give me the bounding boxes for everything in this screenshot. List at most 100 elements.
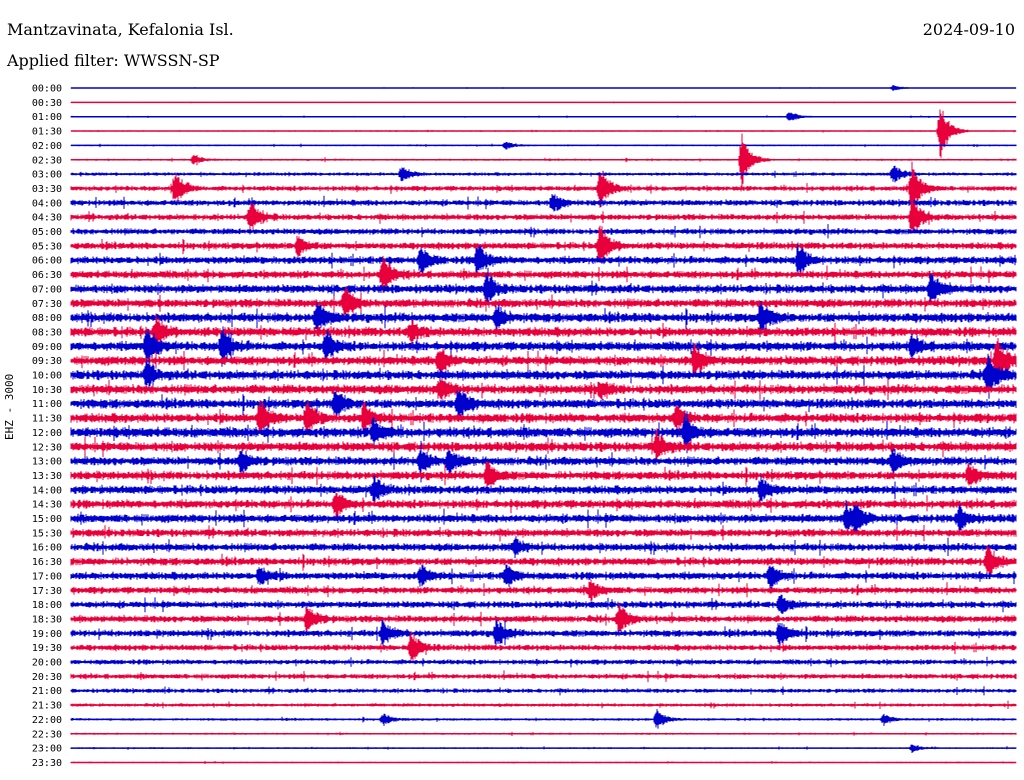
seismic-trace xyxy=(70,301,1017,338)
seismic-trace xyxy=(70,670,1017,683)
row-time-label: 09:00 xyxy=(32,342,62,353)
seismic-trace xyxy=(70,101,1017,104)
seismic-trace xyxy=(70,603,1017,633)
row-time-label: 14:00 xyxy=(32,485,62,496)
row-time-label: 18:30 xyxy=(32,614,62,625)
seismic-trace xyxy=(70,492,1017,518)
seismic-trace xyxy=(70,267,1017,305)
seismic-trace xyxy=(70,165,1017,183)
seismic-trace xyxy=(70,761,1017,764)
seismic-trace xyxy=(70,161,1017,213)
seismic-trace xyxy=(70,545,1017,578)
seismic-trace xyxy=(70,194,1017,212)
row-time-label: 19:00 xyxy=(32,629,62,640)
seismic-trace xyxy=(70,326,1017,368)
filter-label: Applied filter: WWSSN-SP xyxy=(7,51,220,70)
row-time-label: 12:00 xyxy=(32,428,62,439)
seismic-trace xyxy=(70,461,1017,488)
seismic-trace xyxy=(70,536,1017,559)
row-time-label: 13:00 xyxy=(32,457,62,468)
row-time-label: 18:00 xyxy=(32,600,62,611)
seismic-trace xyxy=(70,656,1017,668)
station-title: Mantzavinata, Kefalonia Isl. xyxy=(7,20,234,39)
row-time-label: 09:30 xyxy=(32,356,62,367)
row-time-label: 03:30 xyxy=(32,184,62,195)
row-time-label: 00:30 xyxy=(32,98,62,109)
row-time-label: 06:30 xyxy=(32,270,62,281)
seismic-trace xyxy=(70,620,1017,647)
seismic-trace xyxy=(70,313,1017,347)
row-time-label: 16:00 xyxy=(32,543,62,554)
seismic-trace xyxy=(70,440,1017,483)
seismic-trace xyxy=(70,475,1017,505)
seismic-trace xyxy=(70,142,1017,150)
seismic-trace xyxy=(70,390,1017,420)
seismic-trace xyxy=(70,731,1017,736)
row-time-label: 10:00 xyxy=(32,371,62,382)
row-time-label: 15:00 xyxy=(32,514,62,525)
row-time-label: 07:30 xyxy=(32,299,62,310)
seismic-trace xyxy=(70,564,1017,589)
row-time-label: 01:00 xyxy=(32,112,62,123)
seismic-trace xyxy=(70,338,1017,383)
row-time-label: 15:30 xyxy=(32,528,62,539)
seismic-trace xyxy=(70,286,1017,317)
row-time-label: 14:30 xyxy=(32,500,62,511)
row-time-label: 06:00 xyxy=(32,256,62,267)
seismic-trace xyxy=(70,428,1017,463)
row-time-label: 04:00 xyxy=(32,198,62,209)
row-time-label: 17:00 xyxy=(32,571,62,582)
row-time-label: 08:00 xyxy=(32,313,62,324)
seismic-trace xyxy=(70,594,1017,614)
seismic-trace xyxy=(70,499,1017,535)
row-time-label: 05:00 xyxy=(32,227,62,238)
row-time-label: 05:30 xyxy=(32,241,62,252)
seismic-trace xyxy=(70,686,1017,696)
seismic-trace xyxy=(70,400,1017,436)
row-time-label: 07:00 xyxy=(32,284,62,295)
row-time-label: 03:00 xyxy=(32,170,62,181)
row-time-label: 22:30 xyxy=(32,729,62,740)
row-time-label: 04:30 xyxy=(32,213,62,224)
seismic-trace xyxy=(70,243,1017,276)
record-date: 2024-09-10 xyxy=(922,20,1015,39)
row-time-label: 17:30 xyxy=(32,586,62,597)
row-time-label: 20:00 xyxy=(32,658,62,669)
row-time-label: 23:00 xyxy=(32,744,62,755)
seismic-trace xyxy=(70,377,1017,401)
seismic-trace xyxy=(70,744,1017,753)
seismic-trace xyxy=(70,411,1017,454)
seismic-trace xyxy=(70,700,1017,709)
seismic-trace xyxy=(70,631,1017,663)
row-time-label: 20:30 xyxy=(32,672,62,683)
row-time-label: 13:30 xyxy=(32,471,62,482)
row-time-label: 11:00 xyxy=(32,399,62,410)
seismic-trace xyxy=(70,194,1017,234)
row-time-label: 10:30 xyxy=(32,385,62,396)
seismic-trace xyxy=(70,709,1017,729)
row-time-label: 22:00 xyxy=(32,715,62,726)
row-time-label: 21:00 xyxy=(32,686,62,697)
row-time-label: 23:30 xyxy=(32,758,62,769)
seismic-trace xyxy=(70,109,1017,158)
row-time-label: 19:30 xyxy=(32,643,62,654)
seismic-trace xyxy=(70,112,1017,121)
row-time-label: 00:00 xyxy=(32,84,62,95)
seismic-trace xyxy=(70,353,1017,399)
row-time-label: 16:30 xyxy=(32,557,62,568)
seismic-trace xyxy=(70,579,1017,602)
row-time-label: 12:30 xyxy=(32,442,62,453)
row-time-label: 01:30 xyxy=(32,127,62,138)
seismic-trace xyxy=(70,255,1017,293)
row-time-label: 08:30 xyxy=(32,327,62,338)
row-time-label: 11:30 xyxy=(32,414,62,425)
row-time-label: 21:30 xyxy=(32,701,62,712)
seismic-trace xyxy=(70,524,1017,542)
seismic-trace xyxy=(70,224,1017,239)
row-time-label: 02:00 xyxy=(32,141,62,152)
row-time-label: 02:30 xyxy=(32,155,62,166)
seismic-trace xyxy=(70,133,1017,188)
seismic-trace xyxy=(70,85,1017,91)
seismic-trace xyxy=(70,225,1017,263)
